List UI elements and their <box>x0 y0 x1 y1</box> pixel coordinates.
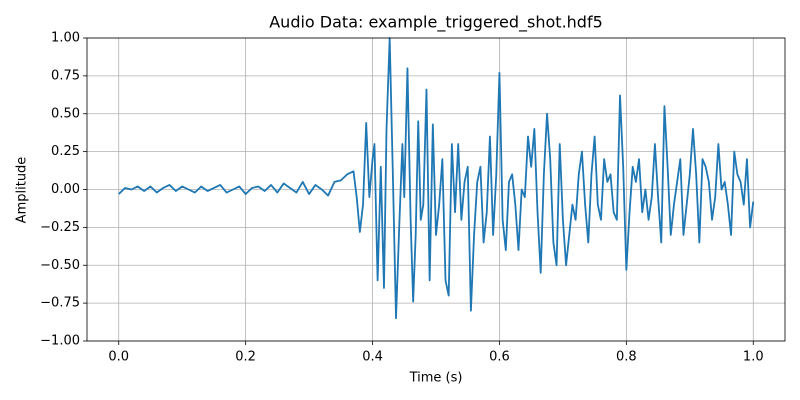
y-tick-label: −0.75 <box>40 296 80 311</box>
x-axis-label: Time (s) <box>409 371 463 386</box>
y-tick-label: −1.00 <box>40 334 80 349</box>
chart-title: Audio Data: example_triggered_shot.hdf5 <box>269 13 603 33</box>
plot-frame <box>86 37 786 342</box>
y-tick-label: 0.00 <box>51 182 80 197</box>
x-tick-label: 0.4 <box>362 350 383 365</box>
x-tick-label: 0.2 <box>235 350 256 365</box>
y-tick-label: 0.25 <box>51 144 80 159</box>
x-tick-label: 0.0 <box>108 350 129 365</box>
x-tick-label: 0.8 <box>616 350 637 365</box>
y-tick-label: −0.50 <box>40 258 80 273</box>
y-tick-label: 0.50 <box>51 106 80 121</box>
x-tick-label: 1.0 <box>743 350 764 365</box>
y-axis-label: Amplitude <box>15 157 30 224</box>
y-tick-label: −0.25 <box>40 220 80 235</box>
y-tick-label: 1.00 <box>51 31 80 46</box>
y-tick-label: 0.75 <box>51 68 80 83</box>
data-line <box>118 37 755 320</box>
x-tick-label: 0.6 <box>489 350 510 365</box>
